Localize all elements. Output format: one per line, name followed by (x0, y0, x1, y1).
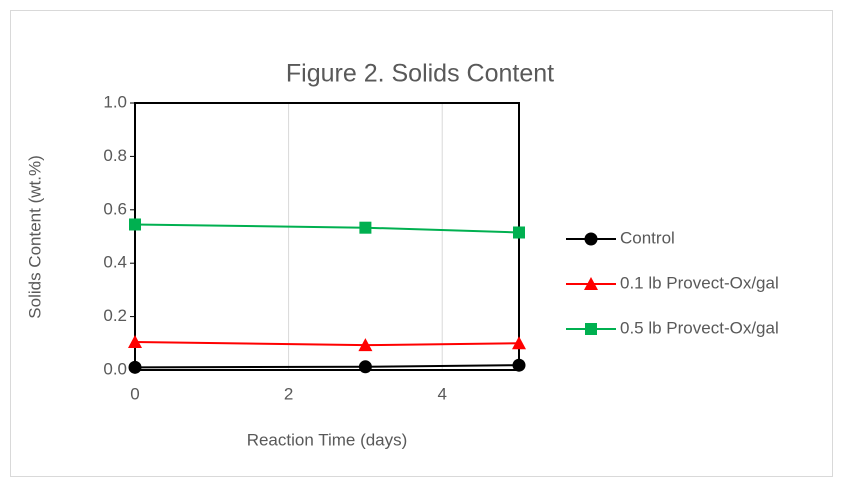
y-tick-label: 0.4 (103, 253, 127, 272)
y-tick-label: 1.0 (103, 92, 127, 111)
marker (128, 334, 142, 348)
marker (585, 323, 597, 335)
y-tick-label: 0.6 (103, 199, 127, 218)
chart-frame (10, 10, 833, 477)
marker (129, 218, 141, 231)
y-axis-label: Solids Content (wt.%) (25, 155, 44, 318)
marker (359, 221, 372, 234)
chart-title: Figure 2. Solids Content (286, 60, 554, 88)
x-tick-label: 2 (284, 384, 293, 403)
x-axis-label: Reaction Time (days) (247, 430, 408, 449)
legend-label: Control (620, 228, 675, 247)
marker (512, 358, 526, 372)
marker (513, 226, 525, 239)
x-tick-label: 4 (437, 384, 446, 403)
y-tick-label: 0.8 (103, 146, 127, 165)
marker (584, 232, 598, 246)
marker (512, 336, 526, 350)
legend-label: 0.1 lb Provect-Ox/gal (620, 273, 779, 292)
legend-label: 0.5 lb Provect-Ox/gal (620, 318, 779, 337)
marker (358, 360, 372, 374)
marker (128, 360, 142, 374)
marker (584, 277, 598, 290)
y-tick-label: 0.2 (103, 306, 127, 325)
x-tick-label: 0 (130, 384, 139, 403)
marker (358, 338, 373, 352)
y-tick-label: 0.0 (103, 359, 127, 378)
